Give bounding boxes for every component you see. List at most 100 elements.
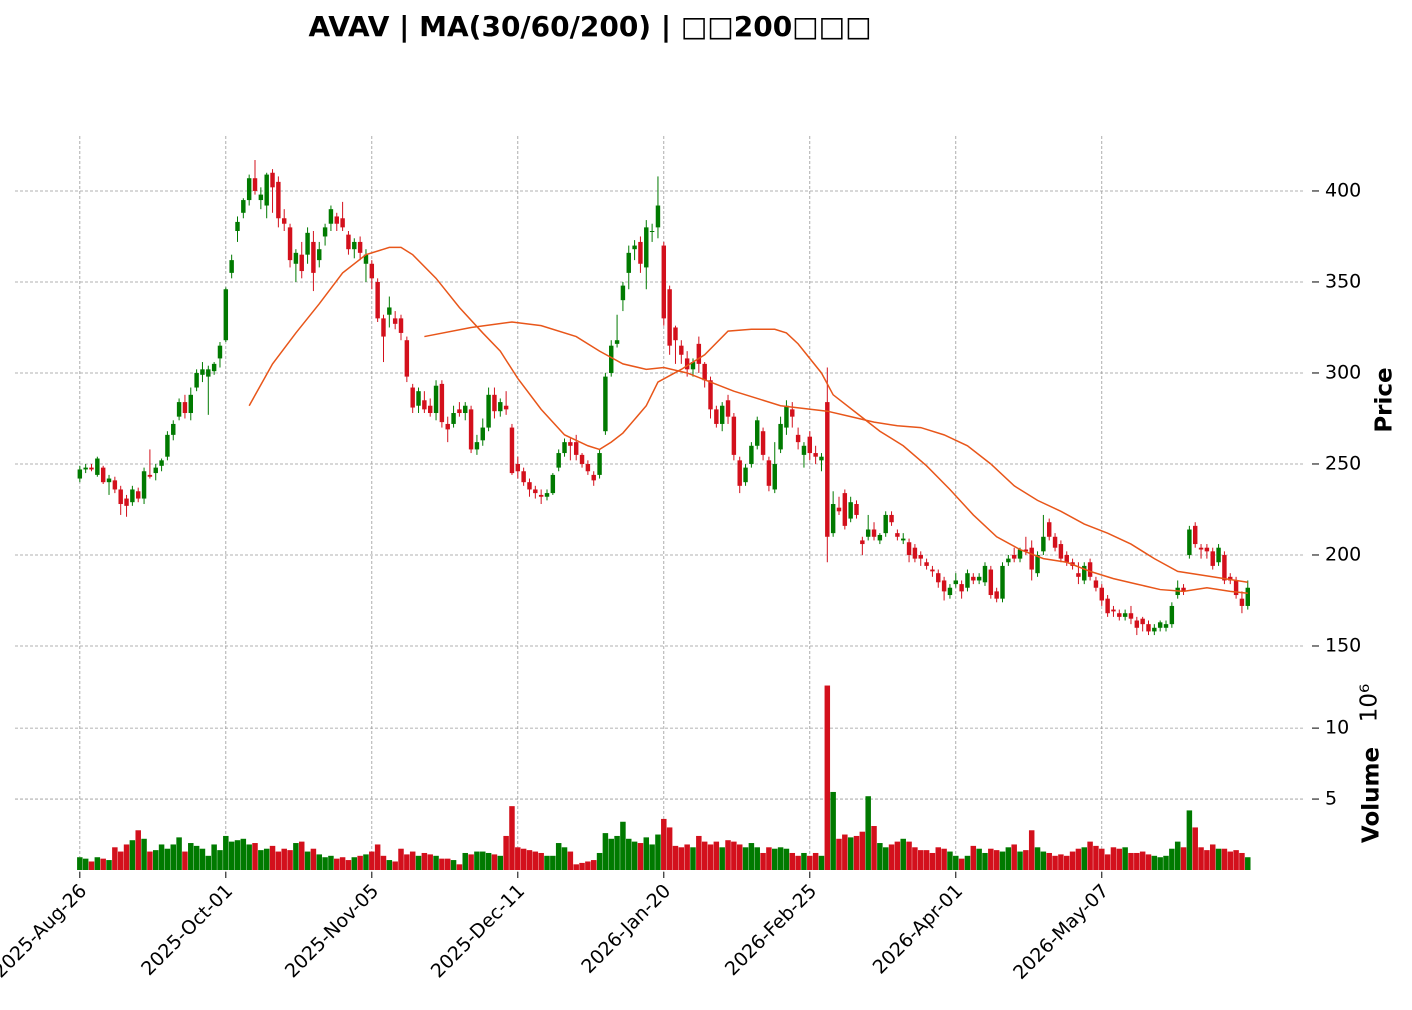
volume-bar	[666, 827, 673, 870]
candle-body	[760, 431, 766, 455]
candle-body	[597, 453, 602, 475]
volume-bar	[135, 830, 141, 870]
candle-body	[1111, 609, 1116, 612]
volume-bar	[859, 831, 866, 870]
candle-body	[527, 482, 532, 490]
candle-body	[889, 514, 894, 523]
volume-bar	[649, 844, 655, 870]
volume-bar	[637, 843, 644, 870]
candle-body	[696, 343, 702, 364]
volume-bar	[415, 855, 422, 870]
x-tick-label: 2025-Oct-01	[137, 880, 237, 980]
volume-bar	[503, 835, 509, 870]
volume-bar	[88, 861, 95, 870]
volume-bar	[77, 857, 83, 870]
volume-bar	[836, 838, 842, 870]
moving-average-line	[424, 321, 1248, 584]
candle-body	[976, 576, 982, 581]
x-tick-label: 2026-Apr-01	[869, 880, 968, 979]
candle-body	[1105, 598, 1110, 614]
volume-multiplier: 10⁶	[1357, 684, 1383, 723]
candle-body	[661, 245, 667, 319]
volume-bar	[690, 847, 696, 870]
volume-bar	[310, 848, 317, 870]
volume-bar	[684, 844, 690, 870]
candle-body	[912, 547, 918, 559]
volume-bar	[1075, 848, 1082, 870]
volume-bar	[877, 843, 883, 870]
volume-bar	[345, 860, 352, 870]
volume-bar	[801, 852, 807, 870]
volume-bar	[772, 848, 778, 870]
volume-bar	[217, 850, 223, 870]
volume-bar	[112, 847, 118, 870]
volume-bar	[147, 851, 153, 870]
volume-bar	[1221, 848, 1228, 870]
candle-body	[538, 494, 544, 497]
candle-body	[200, 369, 205, 375]
candle-body	[387, 307, 392, 315]
volume-bar	[596, 852, 603, 870]
volume-bar	[275, 851, 282, 870]
volume-bar	[334, 858, 340, 870]
candle-body	[1006, 558, 1011, 563]
volume-bar	[386, 860, 393, 870]
candle-body	[1233, 580, 1239, 596]
candle-body	[1122, 613, 1128, 617]
volume-bar	[953, 855, 959, 870]
candle-body	[176, 402, 182, 417]
candle-body	[755, 420, 760, 446]
volume-bar	[316, 854, 322, 870]
volume-bar	[485, 852, 492, 870]
volume-bar	[223, 835, 229, 870]
volume-bar	[287, 850, 293, 870]
volume-bar	[912, 847, 918, 870]
candle-body	[258, 194, 264, 201]
y-tick-label: 300	[1325, 361, 1361, 383]
volume-bar	[538, 852, 544, 870]
volume-bar	[760, 852, 766, 870]
volume-bar	[602, 833, 609, 870]
candle-body	[1087, 562, 1093, 577]
candle-body	[1163, 624, 1169, 628]
volume-bar	[1163, 855, 1169, 870]
candle-body	[877, 534, 883, 541]
candle-body	[463, 405, 468, 414]
candle-body	[673, 327, 678, 341]
candle-body	[1000, 565, 1005, 599]
candle-body	[182, 402, 188, 414]
volume-bar	[766, 847, 772, 870]
candle-body	[112, 480, 118, 490]
volume-bar	[520, 848, 527, 870]
x-tick-label: 2026-Jan-20	[577, 880, 675, 978]
volume-bar	[1227, 851, 1233, 870]
candle-body	[1076, 573, 1081, 577]
candle-body	[591, 474, 596, 481]
candle-body	[556, 453, 561, 468]
volume-bar	[258, 850, 264, 870]
candle-body	[766, 460, 772, 486]
candle-body	[801, 445, 807, 455]
candle-body	[276, 181, 281, 219]
candle-body	[924, 562, 929, 566]
volume-bar	[696, 835, 702, 870]
candle-body	[363, 254, 369, 264]
volume-bar	[409, 851, 416, 870]
candle-body	[235, 221, 240, 232]
volume-bar	[993, 850, 1000, 870]
volume-bar	[398, 848, 404, 870]
volume-bar	[842, 834, 848, 870]
candle-body	[439, 383, 445, 423]
candle-body	[1017, 549, 1023, 559]
candle-body	[895, 533, 900, 537]
chart-title: AVAV | MA(30/60/200) | □□200□□□	[308, 10, 871, 43]
candle-body	[1035, 554, 1040, 574]
candle-body	[603, 376, 608, 432]
candle-body	[1228, 576, 1233, 581]
volume-bar	[789, 852, 796, 870]
candle-body	[533, 489, 538, 494]
candle-body	[264, 174, 269, 206]
candle-body	[147, 474, 153, 477]
volume-bar	[830, 791, 836, 870]
